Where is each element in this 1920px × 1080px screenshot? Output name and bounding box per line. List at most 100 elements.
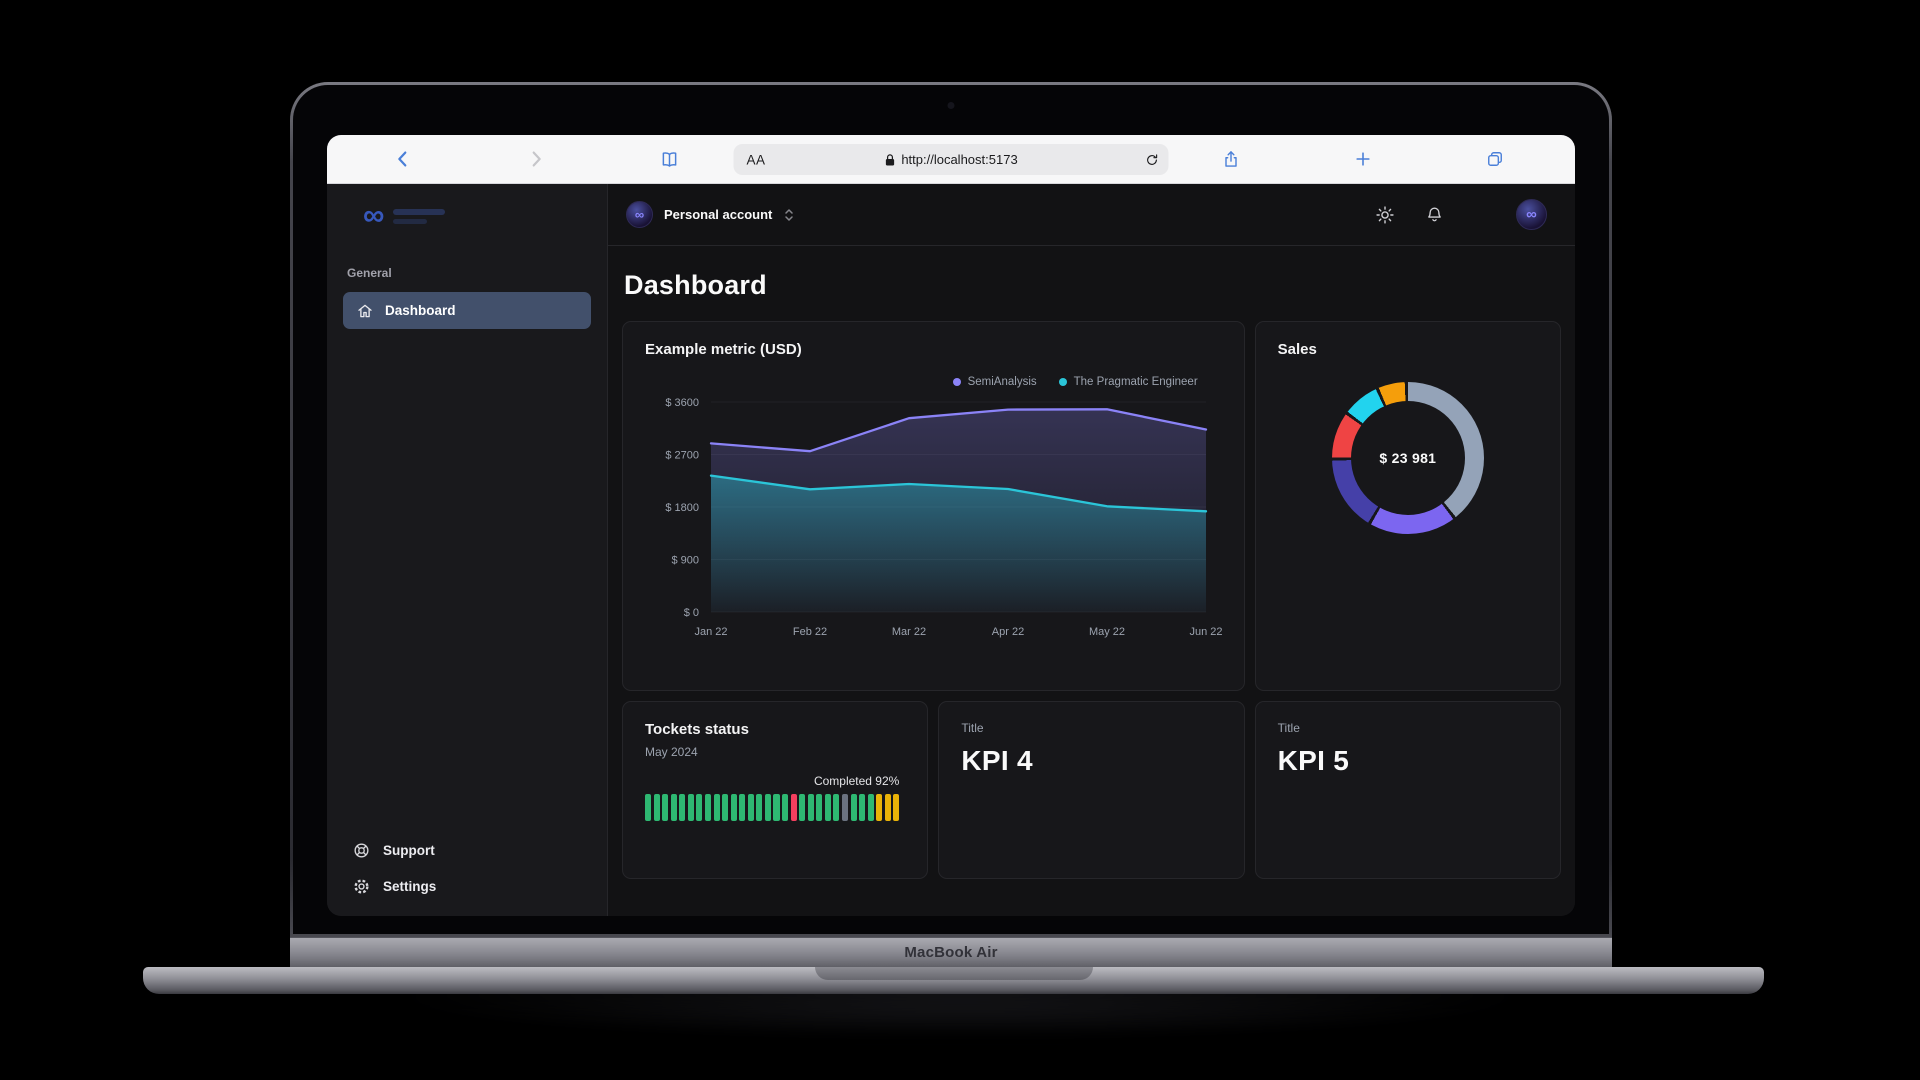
- sidebar-item-label: Dashboard: [385, 303, 456, 318]
- kpi-card-5: Title KPI 5: [1254, 701, 1561, 879]
- address-bar[interactable]: AA http://localhost:5173: [733, 144, 1169, 175]
- sidebar-item-label: Support: [383, 843, 435, 858]
- kpi-label: Title: [1277, 721, 1300, 735]
- notifications-button[interactable]: [1425, 205, 1444, 224]
- page-title: Dashboard: [624, 270, 767, 300]
- share-button[interactable]: [1216, 144, 1246, 174]
- metric-card: Example metric (USD) SemiAnalysis: [622, 321, 1245, 691]
- progress-segment: [670, 794, 677, 821]
- laptop-lid: AA http://localhost:5173: [290, 82, 1612, 967]
- tickets-card: Tockets status May 2024 Completed 92%: [622, 701, 929, 879]
- progress-segment: [747, 794, 754, 821]
- laptop-bezel: AA http://localhost:5173: [293, 85, 1609, 934]
- svg-text:$ 2700: $ 2700: [665, 450, 699, 462]
- progress-segment: [841, 794, 848, 821]
- book-icon: [662, 151, 676, 167]
- progress-segment: [876, 794, 883, 821]
- app-header: ∞ Personal account: [608, 184, 1575, 246]
- progress-segment: [790, 794, 797, 821]
- progress-segment: [859, 794, 866, 821]
- page-content: Dashboard Example metric (USD) SemiAnaly…: [608, 246, 1575, 916]
- progress-segment: [799, 794, 806, 821]
- sidebar-item-support[interactable]: Support: [352, 841, 582, 860]
- tickets-subtitle: May 2024: [645, 745, 698, 759]
- browser-toolbar: AA http://localhost:5173: [327, 135, 1575, 184]
- sidebar-item-dashboard[interactable]: Dashboard: [343, 292, 591, 329]
- svg-text:Jan 22: Jan 22: [694, 626, 727, 638]
- progress-segment: [816, 794, 823, 821]
- progress-segment: [704, 794, 711, 821]
- account-switcher[interactable]: ∞ Personal account: [626, 201, 795, 228]
- refresh-icon: [1147, 153, 1158, 165]
- account-avatar: ∞: [626, 201, 653, 228]
- lock-icon: [885, 153, 894, 165]
- progress-segment: [807, 794, 814, 821]
- bell-icon: [1428, 207, 1441, 222]
- legend-dot: [1058, 378, 1067, 386]
- svg-text:$ 1800: $ 1800: [665, 502, 699, 514]
- user-avatar[interactable]: ∞: [1516, 199, 1547, 230]
- progress-segment: [764, 794, 771, 821]
- infinity-logo-icon: ∞: [363, 199, 385, 232]
- donut-hole: $ 23 981: [1350, 401, 1465, 515]
- plus-icon: [1356, 152, 1370, 166]
- main-area: ∞ Personal account: [608, 184, 1575, 916]
- donut-center-label: $ 23 981: [1379, 450, 1437, 466]
- cards-grid: Example metric (USD) SemiAnalysis: [622, 321, 1561, 879]
- progress-segment: [662, 794, 669, 821]
- chevron-updown-icon: [785, 208, 794, 221]
- macbook-brand-label: MacBook Air: [904, 944, 998, 961]
- app-logo[interactable]: ∞: [327, 184, 607, 232]
- tickets-progress-bar: [645, 794, 905, 821]
- svg-text:May 22: May 22: [1089, 626, 1125, 638]
- kpi-value: KPI 4: [961, 745, 1033, 776]
- sales-card: Sales $ 23 981: [1254, 321, 1561, 691]
- svg-text:Mar 22: Mar 22: [892, 626, 926, 638]
- progress-segment: [782, 794, 789, 821]
- legend-dot: [952, 378, 961, 386]
- tabs-icon: [1488, 152, 1502, 166]
- forward-chevron-icon: [532, 151, 541, 167]
- svg-text:Feb 22: Feb 22: [793, 626, 827, 638]
- refresh-button[interactable]: [1145, 152, 1160, 167]
- progress-segment: [730, 794, 737, 821]
- progress-segment: [850, 794, 857, 821]
- kpi-card-4: Title KPI 4: [938, 701, 1245, 879]
- gear-icon: [354, 879, 369, 894]
- progress-segment: [884, 794, 891, 821]
- webcam-dot: [947, 102, 955, 109]
- progress-segment: [824, 794, 831, 821]
- sidebar: ∞ General Dashboard: [327, 184, 608, 916]
- svg-text:$ 900: $ 900: [671, 555, 699, 567]
- back-button[interactable]: [388, 144, 418, 174]
- svg-text:$ 3600: $ 3600: [665, 397, 699, 409]
- progress-segment: [687, 794, 694, 821]
- logo-wordmark: [393, 208, 446, 224]
- progress-segment: [653, 794, 660, 821]
- url-text: http://localhost:5173: [901, 152, 1018, 167]
- tab-overview-button[interactable]: [1480, 144, 1510, 174]
- progress-segment: [679, 794, 686, 821]
- kpi-value: KPI 5: [1277, 745, 1350, 776]
- forward-button[interactable]: [521, 144, 551, 174]
- legend-label: SemiAnalysis: [967, 376, 1037, 388]
- reader-options-button[interactable]: AA: [746, 152, 766, 167]
- legend-item: SemiAnalysis: [952, 376, 1037, 388]
- tickets-completed-label: Completed 92%: [813, 774, 900, 788]
- progress-segment: [756, 794, 763, 821]
- new-tab-button[interactable]: [1348, 144, 1378, 174]
- sidebar-item-settings[interactable]: Settings: [352, 877, 582, 896]
- progress-segment: [645, 794, 652, 821]
- theme-toggle-button[interactable]: [1375, 205, 1395, 225]
- legend-label: The Pragmatic Engineer: [1073, 376, 1198, 388]
- laptop-base: [143, 967, 1764, 994]
- svg-text:Apr 22: Apr 22: [992, 626, 1024, 638]
- progress-segment: [713, 794, 720, 821]
- progress-segment: [867, 794, 874, 821]
- legend-item: The Pragmatic Engineer: [1058, 376, 1198, 388]
- progress-segment: [722, 794, 729, 821]
- home-icon: [358, 304, 372, 317]
- reading-list-button[interactable]: [654, 144, 684, 174]
- browser-window: AA http://localhost:5173: [327, 135, 1575, 916]
